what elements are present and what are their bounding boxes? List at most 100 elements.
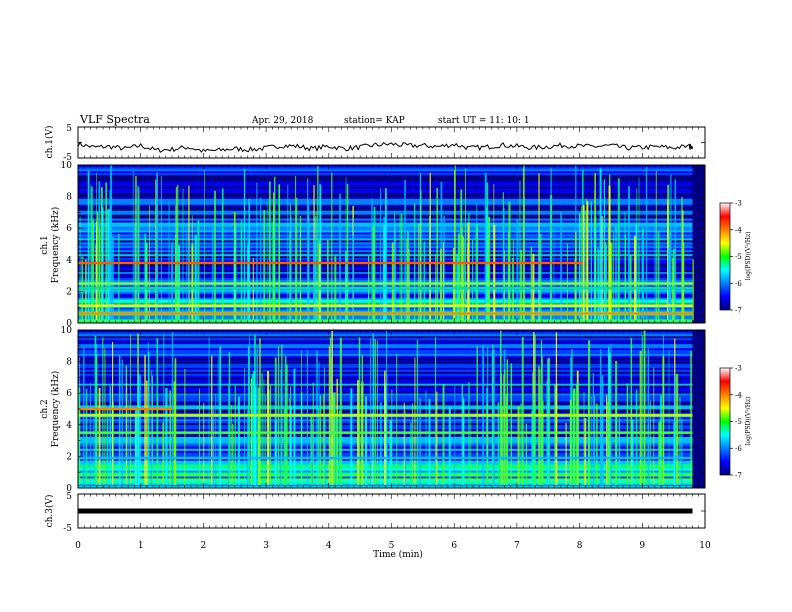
sferic-burst: [400, 213, 403, 320]
sferic-burst: [144, 354, 146, 485]
sferic-burst: [191, 215, 193, 320]
spectrogram-band: [78, 334, 693, 337]
sferic-burst: [404, 179, 406, 320]
sferic-burst: [335, 414, 338, 485]
frequency-tick-label: 0: [66, 484, 72, 494]
sferic-burst: [99, 228, 101, 320]
sferic-burst: [425, 390, 427, 485]
sferic-burst: [265, 394, 266, 485]
sferic-burst: [681, 418, 683, 485]
sferic-burst: [594, 395, 595, 485]
sferic-burst: [139, 375, 141, 485]
sferic-burst: [194, 234, 197, 320]
sferic-burst: [582, 170, 584, 320]
sferic-burst: [324, 415, 326, 485]
sferic-burst: [442, 242, 444, 320]
sferic-burst: [238, 396, 240, 485]
sferic-burst: [560, 211, 562, 320]
sferic-burst: [333, 397, 336, 485]
sferic-burst: [553, 227, 555, 320]
sferic-burst: [317, 166, 319, 320]
sferic-burst: [462, 396, 464, 485]
sferic-burst: [249, 333, 251, 485]
sferic-burst: [310, 416, 313, 485]
sferic-burst: [461, 383, 463, 485]
sferic-burst: [358, 337, 361, 485]
sferic-burst: [476, 224, 478, 320]
sferic-burst: [345, 177, 347, 320]
sferic-burst: [112, 341, 114, 485]
ch3-timeseries-ticks: [77, 493, 706, 529]
sferic-burst: [463, 399, 465, 485]
sferic-burst: [635, 224, 638, 320]
sferic-burst: [594, 227, 596, 320]
sferic-burst: [125, 365, 128, 485]
sferic-burst: [601, 216, 603, 320]
narrowband-line: [78, 261, 583, 265]
colorbar-tick-label: -4: [735, 226, 742, 234]
spectrogram-band: [78, 332, 693, 335]
time-axis-label: Time (min): [373, 549, 423, 560]
ch1-spectrogram-ticks: [77, 164, 706, 324]
sferic-burst: [112, 236, 114, 320]
sferic-burst: [412, 403, 414, 485]
sferic-burst: [253, 371, 256, 485]
sferic-burst: [323, 394, 325, 485]
sferic-burst: [592, 373, 594, 485]
sferic-burst: [674, 374, 677, 485]
sferic-burst: [96, 221, 97, 320]
ch1-spectrogram-ylabel-channel: ch.1: [40, 235, 50, 254]
sferic-burst: [475, 226, 477, 320]
time-tick-label: 10: [699, 541, 711, 551]
sferic-burst: [654, 219, 656, 320]
sferic-burst: [647, 348, 649, 485]
sferic-burst: [267, 202, 269, 320]
sferic-burst: [610, 242, 613, 320]
sferic-burst: [126, 383, 128, 485]
time-tick-label: 3: [263, 541, 269, 551]
sferic-burst: [383, 224, 386, 320]
time-tick-label: 7: [514, 541, 520, 551]
sferic-burst: [352, 235, 354, 320]
sferic-burst: [391, 242, 394, 320]
sferic-burst: [414, 357, 416, 485]
sferic-burst: [371, 413, 373, 485]
spectrogram-band: [78, 347, 693, 351]
sferic-burst: [151, 369, 153, 485]
sferic-burst: [630, 409, 632, 485]
sferic-burst: [662, 355, 665, 485]
sferic-burst: [633, 236, 636, 320]
sferic-burst: [493, 184, 495, 320]
sferic-burst: [405, 410, 406, 485]
sferic-burst: [79, 216, 81, 320]
sferic-burst: [472, 240, 473, 320]
sferic-burst: [549, 397, 551, 485]
sferic-burst: [538, 365, 540, 485]
sferic-burst: [645, 167, 648, 320]
sferic-burst: [372, 333, 374, 485]
spectrogram-band: [78, 359, 693, 362]
sferic-burst: [365, 396, 367, 485]
time-tick-label: 5: [389, 541, 395, 551]
sferic-burst: [106, 408, 109, 485]
sferic-burst: [95, 244, 97, 320]
sferic-burst: [217, 355, 219, 485]
sferic-burst: [600, 386, 601, 485]
sferic-burst: [377, 340, 378, 485]
spectrogram-band: [78, 335, 693, 339]
sferic-burst: [299, 215, 302, 320]
sferic-burst: [399, 214, 401, 320]
sferic-burst: [590, 201, 592, 320]
sferic-burst: [327, 240, 329, 320]
sferic-burst: [470, 418, 472, 485]
sferic-burst: [598, 249, 600, 320]
sferic-burst: [487, 234, 489, 320]
sferic-burst: [554, 384, 557, 485]
frequency-tick-label: 6: [66, 224, 72, 234]
sferic-burst: [339, 193, 341, 320]
sferic-burst: [168, 201, 170, 320]
colorbar-tick-label: -6: [735, 445, 742, 453]
sferic-burst: [540, 340, 543, 485]
spectrogram-band: [78, 343, 693, 347]
sferic-burst: [573, 388, 575, 485]
